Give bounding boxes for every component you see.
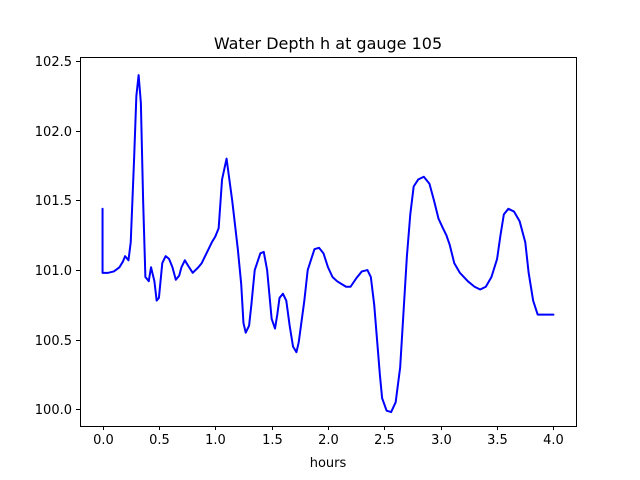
x-axis-label: hours [310,456,347,471]
x-tick-label: 0.5 [149,433,170,448]
y-tick-label: 102.0 [35,125,72,140]
y-tick-label: 100.0 [35,403,72,418]
x-tick-label: 1.5 [262,433,283,448]
y-tick-label: 102.5 [35,55,72,70]
x-tick-label: 2.5 [374,433,395,448]
x-tick-label: 0.0 [93,433,114,448]
series-line-1 [101,74,555,414]
plot-area [101,74,555,414]
x-tick-label: 4.0 [543,433,564,448]
axes-frame [80,57,577,427]
x-tick-label: 3.5 [487,433,508,448]
x-tick-label: 3.0 [431,433,452,448]
y-tick-label: 101.0 [35,264,72,279]
chart-title: Water Depth h at gauge 105 [214,34,442,53]
x-tick-label: 2.0 [318,433,339,448]
y-axis: 100.0 100.5 101.0 101.5 102.0 102.5 [35,55,80,418]
x-axis: 0.0 0.5 1.0 1.5 2.0 2.5 3.0 3.5 4.0 [93,426,564,448]
x-tick-label: 1.0 [205,433,226,448]
y-tick-label: 100.5 [35,334,72,349]
y-tick-label: 101.5 [35,194,72,209]
